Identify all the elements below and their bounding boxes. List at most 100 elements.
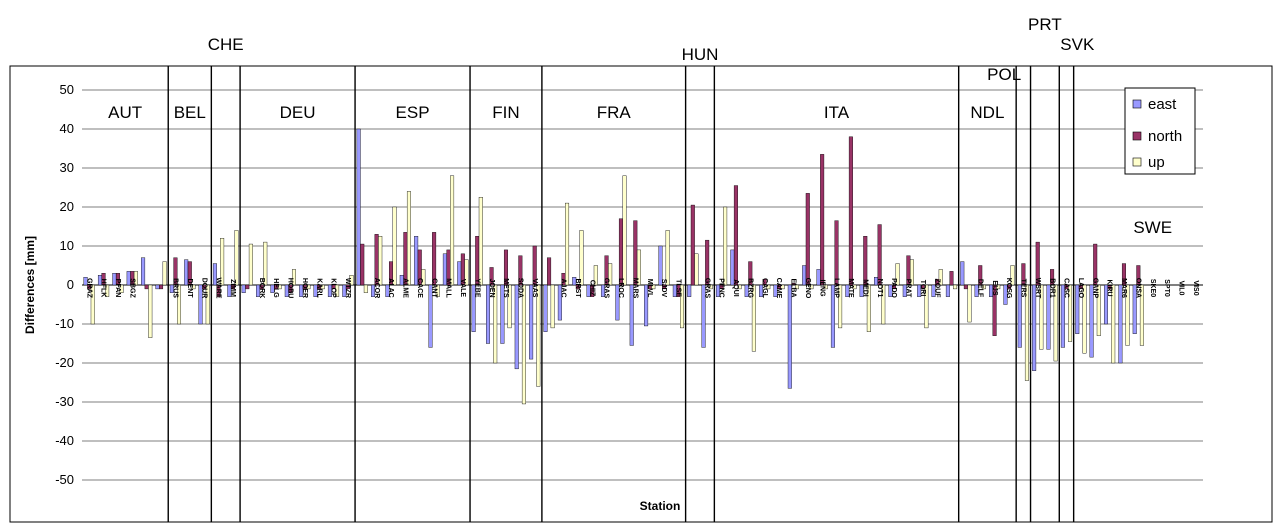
bar-up	[881, 284, 886, 325]
station-label: LROC	[617, 278, 624, 298]
bar-up	[694, 253, 699, 286]
bar-up	[450, 175, 455, 286]
bar-east	[1032, 284, 1037, 372]
legend-label-east: east	[1148, 96, 1177, 113]
country-label: ESP	[396, 103, 430, 122]
bar-north	[360, 243, 365, 286]
y-tick-label: 20	[60, 199, 74, 214]
bar-east	[1089, 284, 1094, 358]
bar-east	[845, 284, 850, 297]
station-label: ALAC	[387, 278, 394, 297]
bar-east	[212, 263, 217, 286]
country-label: AUT	[108, 103, 142, 122]
bar-up	[1125, 284, 1130, 346]
bar-up	[177, 284, 182, 325]
bar-up	[766, 284, 771, 290]
bar-up	[909, 259, 914, 286]
bar-east	[629, 284, 634, 346]
bar-north	[733, 185, 738, 286]
y-tick-labels: 50 40 30 20 10 0 -10 -20 -30 -40 -50	[55, 82, 74, 487]
station-label: GRAS	[703, 278, 710, 299]
station-label: PFAN	[114, 279, 121, 298]
bar-east	[1003, 284, 1008, 305]
legend-swatch-north	[1132, 131, 1142, 141]
station-label: HOER	[301, 278, 308, 298]
station-label: MATE	[847, 278, 854, 298]
country-label: ITA	[824, 103, 850, 122]
station-label: GENO	[804, 278, 811, 299]
station-label: MLVL	[646, 279, 653, 298]
bar-north	[590, 284, 595, 297]
station-label: HOBU	[287, 278, 294, 299]
bar-north	[144, 284, 149, 290]
bar-east	[1017, 284, 1022, 348]
station-label: TORI	[919, 280, 926, 297]
bar-north	[1050, 269, 1055, 286]
bar-up	[636, 249, 641, 286]
bar-up	[421, 269, 426, 286]
bar-up	[1111, 284, 1116, 364]
bar-east	[1060, 284, 1065, 348]
y-tick-label: -10	[55, 316, 74, 331]
country-label: SWE	[1133, 218, 1172, 237]
bar-up	[938, 269, 943, 286]
bar-east	[859, 284, 864, 297]
bar-north	[848, 136, 853, 286]
bar-north	[834, 220, 839, 286]
bar-east	[773, 284, 778, 297]
bar-up	[306, 284, 311, 290]
station-label: KLOP	[330, 278, 337, 298]
bar-north	[805, 193, 810, 286]
station-label: PENC	[718, 278, 725, 297]
bar-north	[575, 284, 580, 290]
station-label: ZOUF	[933, 278, 940, 298]
bar-east	[543, 284, 548, 332]
station-label: BZRG	[746, 278, 753, 298]
bar-up	[665, 230, 670, 286]
bar-north	[1035, 241, 1040, 286]
station-labels: GRAZ HFLK PFAN SBGZ BRUS DENT DOUR WARE ZIMM BORK…	[85, 278, 1199, 300]
bar-up	[895, 263, 900, 286]
station-label: BOR1	[1048, 278, 1055, 298]
bar-up	[90, 284, 95, 325]
bar-east	[931, 284, 936, 297]
bar-north	[690, 204, 695, 286]
bar-up	[406, 191, 411, 286]
bar-north	[963, 284, 968, 290]
station-label: CAGL	[761, 278, 768, 299]
country-label: BEL	[174, 103, 206, 122]
station-label: CASC	[1063, 278, 1070, 298]
station-label: METS	[502, 278, 509, 298]
station-label: KARL	[315, 278, 322, 298]
bar-east	[917, 284, 922, 297]
bar-up	[780, 284, 785, 290]
bar-up	[996, 284, 1001, 290]
bar-up	[291, 269, 296, 286]
bar-east	[687, 284, 692, 297]
bar-east	[644, 284, 649, 327]
bar-east	[1046, 284, 1051, 350]
station-label: VIS0	[1192, 280, 1199, 295]
bar-up	[392, 206, 397, 286]
station-label: YEBE	[473, 278, 480, 297]
station-label: ZIMM	[229, 279, 236, 297]
bar-up	[737, 284, 742, 290]
bar-north	[245, 284, 250, 290]
bar-up	[1096, 284, 1101, 336]
bar-east	[701, 284, 706, 348]
bar-north	[173, 257, 178, 286]
bar-east	[514, 284, 519, 370]
station-label: CHIZ	[588, 280, 595, 297]
y-tick-label: -30	[55, 394, 74, 409]
station-label: ALME	[402, 278, 409, 298]
bar-east	[327, 284, 332, 297]
bar-east	[198, 284, 203, 325]
bar-up	[335, 284, 340, 297]
station-label: PADO	[890, 278, 897, 298]
bar-east	[1103, 284, 1108, 325]
station-label: IENG	[818, 279, 825, 297]
legend-label-up: up	[1148, 154, 1165, 171]
bar-up	[809, 284, 814, 290]
y-tick-label: 40	[60, 121, 74, 136]
